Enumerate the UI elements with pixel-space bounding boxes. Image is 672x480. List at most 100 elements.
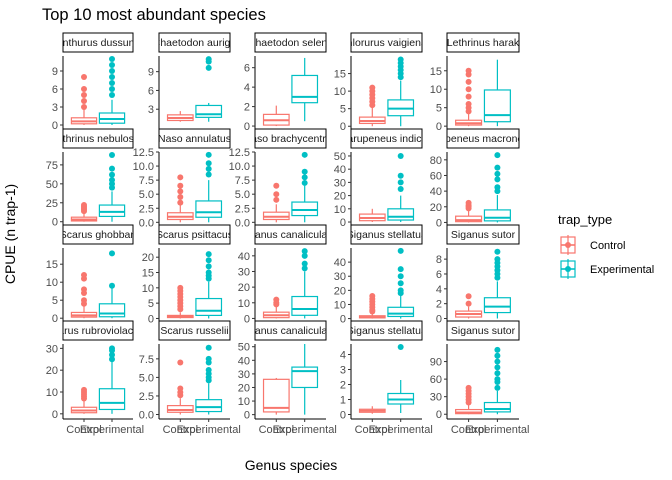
y-tick-label: 0 <box>340 217 346 229</box>
outlier-point <box>397 152 404 159</box>
y-tick-label: 20 <box>430 202 442 214</box>
y-tick-label: 5.0 <box>235 189 250 201</box>
box-control <box>262 296 290 319</box>
iqr-box <box>483 297 511 314</box>
strip-label: Siganus stellatus <box>347 325 426 337</box>
box-control <box>262 377 290 415</box>
x-tick-label: Control <box>451 424 486 436</box>
y-tick-label: 20 <box>238 382 250 394</box>
y-tick-label: 80 <box>430 155 442 167</box>
y-tick-label: 8 <box>436 254 442 266</box>
chart-title: Top 10 most abundant species <box>42 6 266 24</box>
y-tick-label: 1 <box>340 395 346 407</box>
strip-box <box>62 320 134 341</box>
y-tick-label: 0.0 <box>235 217 250 229</box>
outlier-point <box>177 188 184 195</box>
outlier-point <box>369 84 376 91</box>
facet-panel: Naso annulatus 0.0 2.5 5.0 7.5 10.0 12.5 <box>133 128 231 230</box>
y-tick-label: 30 <box>46 343 58 355</box>
box-control <box>262 105 290 127</box>
y-tick-label: 90 <box>430 357 442 369</box>
outlier-point <box>397 179 404 186</box>
strip-box <box>254 32 327 53</box>
y-tick-label: 0 <box>436 409 442 421</box>
strip-box <box>446 320 520 341</box>
y-tick-label: 7.5 <box>139 354 154 366</box>
y-tick-label: 10.0 <box>133 161 154 173</box>
outlier-point <box>109 345 115 352</box>
y-tick-label: 20 <box>142 252 154 264</box>
outlier-point <box>109 92 115 98</box>
box-control <box>455 293 483 319</box>
y-tick-label: 40 <box>430 186 442 198</box>
y-tick-label: 6 <box>148 85 154 97</box>
outlier-point <box>301 179 308 186</box>
facet-panel: Scarus ghobban 0 5 10 15 <box>46 224 137 326</box>
outlier-point <box>301 168 308 175</box>
iqr-box <box>98 388 126 411</box>
y-tick-label: 30 <box>238 369 250 381</box>
strip-label: Acanthurus dussumieri <box>45 37 152 49</box>
facet-panel: Scarus russelii 0.0 2.5 5.0 7.5 ControlExperi… <box>139 320 241 436</box>
outlier-point <box>397 280 404 287</box>
y-tick-label: 50 <box>238 342 250 354</box>
outlier-point <box>109 171 115 178</box>
y-tick-label: 10 <box>142 283 154 295</box>
outlier-point <box>109 356 115 363</box>
strip-label: Scarus psittacus <box>156 229 233 241</box>
iqr-box <box>291 366 319 389</box>
iqr-box <box>483 89 511 123</box>
outlier-point <box>177 385 184 392</box>
outlier-point <box>397 273 404 280</box>
legend-label: Control <box>590 240 625 252</box>
y-tick-label: 2 <box>244 102 250 114</box>
x-tick-label: Experimental <box>369 424 433 436</box>
x-tick-label: Control <box>163 424 198 436</box>
box-control <box>70 74 98 125</box>
x-tick-label: Experimental <box>465 424 529 436</box>
y-tick-label: 40 <box>238 251 250 263</box>
iqr-box <box>291 74 319 104</box>
y-tick-label: 15 <box>142 268 154 280</box>
y-tick-label: 12.5 <box>229 147 250 159</box>
outlier-point <box>205 64 212 71</box>
y-tick-label: 20 <box>46 365 58 377</box>
legend: trap_type Control Experimental <box>558 212 654 279</box>
strip-box <box>62 224 134 245</box>
y-tick-label: 3 <box>340 365 346 377</box>
box-experimental <box>98 345 126 414</box>
outlier-point <box>273 191 280 198</box>
box-control <box>455 384 483 415</box>
y-tick-label: 60 <box>430 374 442 386</box>
y-tick-label: 3 <box>148 104 154 116</box>
outlier-point <box>465 199 472 206</box>
facet-panel: Siganus stellatus 0 1 2 3 4 ControlExperimenta… <box>340 320 433 436</box>
legend-item: Control <box>560 235 625 255</box>
strip-box <box>62 32 134 53</box>
strip-label: Scarus ghobban <box>60 229 137 241</box>
y-tick-label: 10 <box>334 299 346 311</box>
y-tick-label: 10.0 <box>229 161 250 173</box>
box-experimental <box>291 151 319 223</box>
y-tick-label: 20 <box>334 191 346 203</box>
x-tick-label: Experimental <box>177 424 241 436</box>
box-experimental <box>483 248 511 319</box>
strip-label: Chlorurus vaigiensis <box>339 37 434 49</box>
box-control <box>70 386 98 414</box>
facet-panel: Acanthurus dussumieri 0 3 6 9 <box>45 32 152 134</box>
outlier-point <box>494 170 501 177</box>
x-tick-label: Experimental <box>273 424 337 436</box>
box-experimental <box>291 248 319 319</box>
strip-box <box>254 320 327 341</box>
outlier-point <box>301 174 308 181</box>
y-tick-label: 0 <box>340 410 346 422</box>
y-tick-label: 10 <box>334 204 346 216</box>
y-tick-label: 0 <box>436 121 442 133</box>
strip-box <box>158 128 231 149</box>
outlier-point <box>109 250 115 257</box>
legend-label: Experimental <box>590 264 654 276</box>
y-tick-label: 0 <box>340 121 346 133</box>
outlier-point <box>109 74 115 80</box>
outlier-point <box>494 364 501 371</box>
strip-label: Siganus canaliculatus <box>240 229 342 241</box>
